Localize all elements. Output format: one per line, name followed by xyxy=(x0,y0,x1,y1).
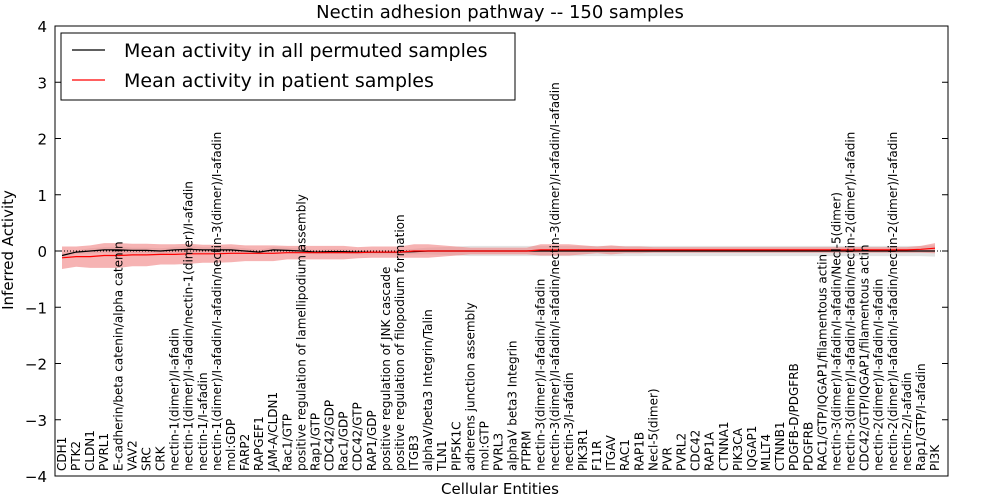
x-tick-label: VAV2 xyxy=(125,440,139,471)
line-patient xyxy=(61,247,936,259)
x-tick-label: PI3K xyxy=(928,444,942,471)
x-tick-label: PDGFRB xyxy=(801,422,815,471)
x-tick-label: IQGAP1 xyxy=(745,426,759,471)
y-axis-ticks: −4 −3 −2 −1 0 1 2 3 4 xyxy=(25,18,948,486)
x-tick-label: MLLT4 xyxy=(759,434,773,471)
x-tick-label: CDH1 xyxy=(55,437,69,471)
x-tick-label: ITGB3 xyxy=(407,435,421,471)
x-tick-label: adherens junction assembly xyxy=(463,302,477,471)
x-tick-label: Rac1/GDP xyxy=(337,412,351,471)
x-tick-label: RAP1A xyxy=(703,431,717,471)
y-tick-label: 2 xyxy=(37,131,47,149)
x-tick-label: CDC42/GDP xyxy=(323,400,337,471)
x-tick-label: E-cadherin/beta catenin/alpha catenin xyxy=(111,241,125,471)
y-tick-label: 0 xyxy=(37,243,47,261)
y-axis-label: Inferred Activity xyxy=(0,190,17,310)
y-tick-label: −3 xyxy=(25,412,47,430)
legend-label-patient: Mean activity in patient samples xyxy=(124,70,434,92)
x-tick-label: PTPRM xyxy=(520,431,534,472)
x-tick-label: SRC xyxy=(140,447,154,471)
x-tick-label: RAP1B xyxy=(632,432,646,471)
x-tick-label: PIK3CA xyxy=(731,427,745,471)
x-tick-label: PIK3R1 xyxy=(576,429,590,471)
x-tick-label: CTNNA1 xyxy=(717,421,731,471)
x-tick-label: alphaV beta3 Integrin xyxy=(506,340,520,471)
legend-box xyxy=(60,32,516,101)
y-tick-label: 1 xyxy=(37,187,47,205)
x-tick-label: nectin-1/I-afadin xyxy=(196,372,210,471)
x-tick-label: CDC42/GTP/IQGAP1/filamentous actin xyxy=(858,245,872,471)
y-tick-label: 4 xyxy=(37,18,47,36)
x-tick-label: PVRL2 xyxy=(675,433,689,471)
x-tick-label: positive regulation of lamellipodium ass… xyxy=(294,194,308,471)
x-tick-label: nectin-1(dimer)/I-afadin/I-afadin/nectin… xyxy=(210,132,224,471)
x-tick-label: PDGFB-D/PDGFRB xyxy=(787,363,801,471)
x-tick-label: nectin-3(dimer)/I-afadin/I-afadin/nectin… xyxy=(548,82,562,471)
x-tick-label: PVRL3 xyxy=(492,433,506,471)
x-tick-label: alphaV/beta3 Integrin/Talin xyxy=(421,309,435,471)
x-tick-label: Rap1/GTP xyxy=(309,413,323,471)
x-tick-label: mol:GTP xyxy=(477,421,491,471)
x-tick-label: CTNNB1 xyxy=(773,421,787,471)
x-tick-label: RAPGEF1 xyxy=(252,416,266,471)
x-tick-label: PVR xyxy=(661,447,675,471)
y-tick-label: 3 xyxy=(37,74,47,92)
x-tick-label: nectin-1(dimer)/I-afadin/nectin-1(dimer)… xyxy=(182,181,196,471)
x-tick-label: nectin-2(dimer)/I-afadin/I-afadin/nectin… xyxy=(886,132,900,471)
x-tick-label: nectin-3/I-afadin xyxy=(562,372,576,471)
y-tick-label: −4 xyxy=(25,468,47,486)
x-tick-label: Necl-5(dimer) xyxy=(646,388,660,471)
x-tick-label: nectin-3(dimer)/I-afadin/I-afadin xyxy=(534,279,548,471)
x-tick-label: CDC42 xyxy=(689,430,703,471)
chart-title: Nectin adhesion pathway -- 150 samples xyxy=(316,2,684,23)
x-tick-label: nectin-3(dimer)/I-afadin/I-afadin/nectin… xyxy=(844,132,858,471)
x-tick-label: RAP1/GDP xyxy=(365,410,379,471)
x-tick-label: JAM-A/CLDN1 xyxy=(266,392,280,472)
x-tick-label: FARP2 xyxy=(238,434,252,471)
x-tick-label: ITGAV xyxy=(604,434,618,471)
x-tick-label: RAC1/GTP/IQGAP1/filamentous actin xyxy=(815,254,829,471)
legend-label-permuted: Mean activity in all permuted samples xyxy=(124,40,487,62)
x-tick-label: positive regulation of JNK cascade xyxy=(379,267,393,471)
x-tick-label: PIP5K1C xyxy=(449,421,463,471)
plot-frame xyxy=(54,25,949,477)
x-axis-label: Cellular Entities xyxy=(441,480,559,498)
x-tick-label: CLDN1 xyxy=(83,430,97,471)
x-tick-label: CDC42/GTP xyxy=(351,402,365,471)
x-tick-label: TLN1 xyxy=(435,440,449,472)
y-tick-label: −1 xyxy=(25,299,47,317)
x-tick-label: RAC1 xyxy=(618,439,632,471)
series-lines xyxy=(61,247,936,259)
y-tick-label: −2 xyxy=(25,356,47,374)
x-tick-label: CRK xyxy=(154,445,168,471)
x-tick-label: nectin-3(dimer)/I-afadin/I-afadin/Necl-5… xyxy=(829,192,843,471)
x-tick-label: mol:GDP xyxy=(224,419,238,471)
x-tick-label: nectin-1(dimer)/I-afadin xyxy=(168,328,182,471)
x-tick-label: Rac1/GTP xyxy=(280,414,294,471)
x-tick-labels: CDH1 PTK2 CLDN1 PVRL1 E-cadherin/beta cateni… xyxy=(55,82,942,472)
x-tick-label: PVRL1 xyxy=(97,433,111,471)
x-tick-label: Rap1/GTP/I-afadin xyxy=(914,363,928,471)
x-tick-label: PTK2 xyxy=(69,441,83,471)
x-tick-label: nectin-2/I-afadin xyxy=(900,372,914,471)
legend: Mean activity in all permuted samples Me… xyxy=(60,32,516,101)
x-tick-label: positive regulation of filopodium format… xyxy=(393,214,407,471)
x-tick-label: F11R xyxy=(590,440,604,471)
x-tick-label: nectin-2(dimer)/I-afadin/I-afadin xyxy=(872,279,886,471)
